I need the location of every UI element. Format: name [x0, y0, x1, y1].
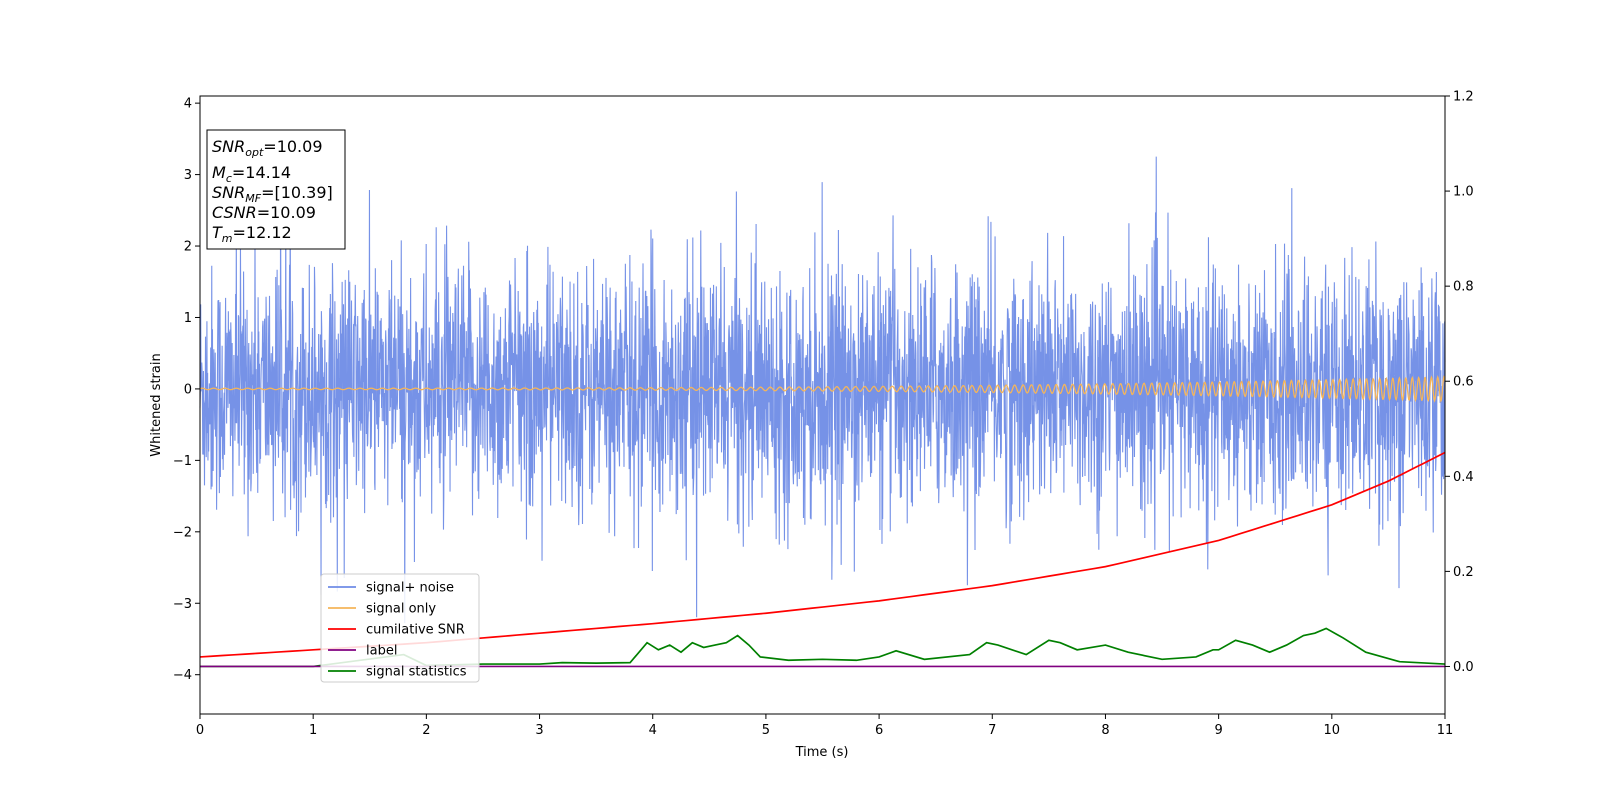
signal-only-line — [199, 374, 1446, 403]
info-line: SNRMF=[10.39] — [212, 183, 333, 205]
info-line: Mc=14.14 — [212, 163, 291, 185]
x-tick-label: 4 — [649, 723, 657, 738]
y-left-tick-label: 1 — [184, 311, 192, 326]
signal-statistics-series — [200, 627, 1446, 668]
info-box: SNRopt=10.09 Mc=14.14SNRMF=[10.39]CSNR=10… — [206, 129, 346, 250]
x-tick-label: 0 — [196, 723, 204, 738]
x-tick-label: 9 — [1214, 723, 1222, 738]
legend: signal+ noise signal only cumilative SNR la… — [320, 573, 480, 683]
y-right-tick-label: 0.6 — [1453, 375, 1474, 390]
legend-label: cumilative SNR — [366, 623, 465, 638]
y-left-tick-label: 0 — [184, 382, 192, 397]
y-right-tick-label: 1.2 — [1453, 90, 1474, 105]
x-tick-label: 11 — [1437, 723, 1454, 738]
x-tick-label: 1 — [309, 723, 317, 738]
signal-noise-series — [199, 156, 1446, 623]
y-axis-right: 0.0 0.2 0.4 0.6 0.8 1.0 1.2 — [1445, 90, 1474, 675]
x-tick-label: 2 — [422, 723, 430, 738]
y-left-tick-label: −1 — [173, 454, 192, 469]
signal-noise-line — [199, 156, 1446, 623]
plot-frame — [199, 95, 1446, 715]
x-axis-title: Time (s) — [795, 745, 849, 760]
legend-label: label — [366, 644, 397, 659]
y-axis-left: −4 −3 −2 −1 0 1 2 3 4 — [173, 97, 200, 683]
info-line: SNRopt=10.09 — [212, 137, 323, 159]
y-right-tick-label: 1.0 — [1453, 185, 1474, 200]
legend-label: signal+ noise — [366, 581, 454, 596]
signal-only-series — [199, 374, 1446, 403]
x-tick-label: 3 — [535, 723, 543, 738]
x-tick-label: 10 — [1324, 723, 1341, 738]
x-tick-label: 5 — [762, 723, 770, 738]
y-left-tick-label: 3 — [184, 168, 192, 183]
legend-label: signal statistics — [366, 665, 467, 680]
y-right-tick-label: 0.4 — [1453, 470, 1474, 485]
y-left-tick-label: 2 — [184, 240, 192, 255]
x-tick-label: 6 — [875, 723, 883, 738]
x-axis: 0 1 2 3 4 5 6 7 8 9 10 11 — [196, 714, 1453, 738]
x-tick-label: 8 — [1101, 723, 1109, 738]
y-axis-title: Whitened strain — [149, 353, 164, 456]
y-right-tick-label: 0.2 — [1453, 565, 1474, 580]
info-line: CSNR=10.09 — [212, 203, 316, 222]
signal-statistics-line — [200, 627, 1446, 668]
info-line: Tm=12.12 — [212, 223, 292, 245]
y-right-tick-label: 0.0 — [1453, 660, 1474, 675]
y-right-tick-label: 0.8 — [1453, 280, 1474, 295]
y-left-tick-label: −3 — [173, 597, 192, 612]
y-left-tick-label: −4 — [173, 668, 192, 683]
y-left-tick-label: 4 — [184, 97, 192, 112]
x-tick-label: 7 — [988, 723, 996, 738]
y-left-tick-label: −2 — [173, 525, 192, 540]
legend-label: signal only — [366, 602, 436, 617]
